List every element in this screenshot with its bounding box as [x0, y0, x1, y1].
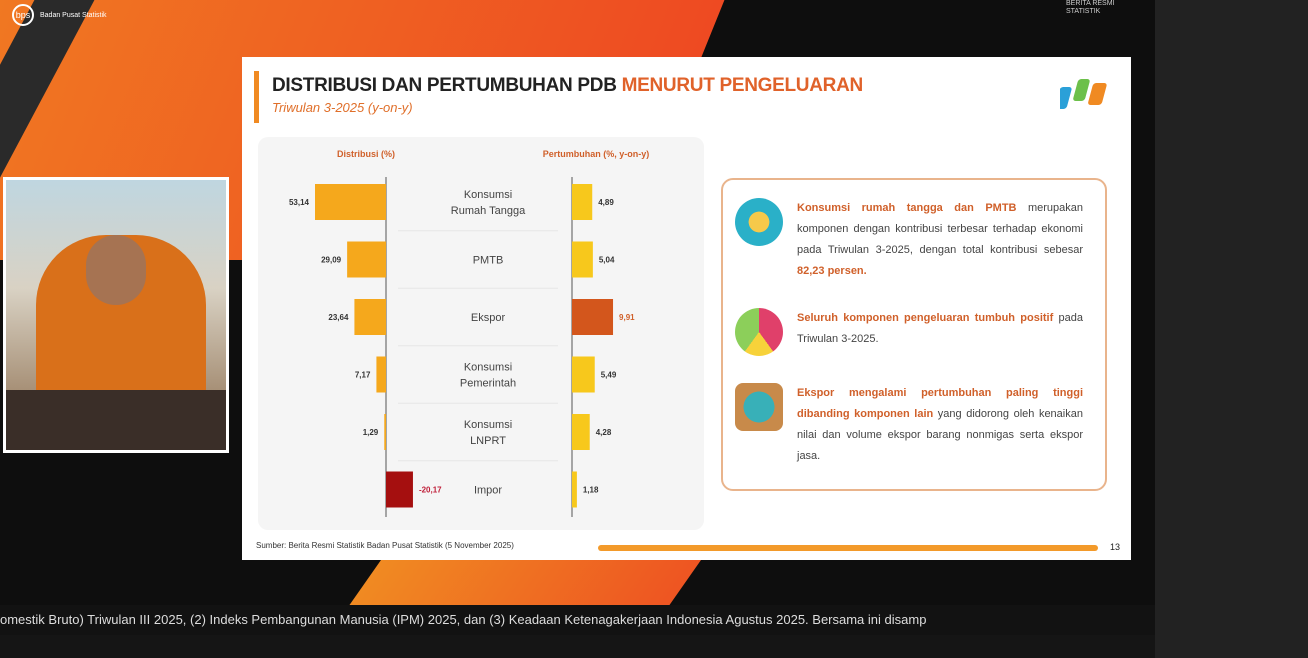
insight-text: Ekspor mengalami pertumbuhan paling ting…: [797, 383, 1083, 467]
bps-logo-icon: [1060, 79, 1107, 109]
growth-value-label: 5,04: [599, 256, 615, 265]
growth-value-label: 9,91: [619, 313, 635, 322]
insight-item: Konsumsi rumah tangga dan PMTB merupakan…: [735, 198, 1083, 282]
distribution-value-label: 53,14: [289, 198, 310, 207]
distribution-bar: [347, 241, 386, 278]
category-label: Rumah Tangga: [451, 205, 526, 217]
insight-highlight: Seluruh komponen pengeluaran tumbuh posi…: [797, 312, 1054, 324]
growth-value-label: 1,18: [583, 486, 599, 495]
insight-body: yang didorong oleh kenaikan nilai dan vo…: [797, 408, 1083, 462]
speaker-head: [86, 235, 146, 305]
household-consumption-icon: [735, 198, 783, 246]
category-label: Konsumsi: [464, 362, 512, 374]
distribution-bar: [384, 414, 386, 450]
slide-subtitle: Triwulan 3-2025 (y-on-y): [272, 100, 413, 115]
bps-broadcast-logo: bps Badan Pusat Statistik: [12, 4, 107, 26]
news-ticker: omestik Bruto) Triwulan III 2025, (2) In…: [0, 605, 1155, 635]
insight-highlight: Konsumsi rumah tangga dan PMTB: [797, 202, 1017, 214]
title-accent-bar: [254, 71, 259, 123]
distribution-value-label: 1,29: [363, 428, 379, 437]
category-label: Pemerintah: [460, 378, 516, 390]
distribution-value-label: 7,17: [355, 371, 371, 380]
distribution-value-label: 23,64: [328, 313, 349, 322]
presentation-slide: DISTRIBUSI DAN PERTUMBUHAN PDB MENURUT P…: [242, 57, 1131, 560]
growth-bar: [572, 241, 593, 278]
insight-highlight: Ekspor mengalami pertumbuhan paling ting…: [797, 387, 1083, 420]
insight-body: merupakan komponen dengan kontribusi ter…: [797, 202, 1083, 256]
chart-panel: Distribusi (%) Pertumbuhan (%, y-on-y) Kon…: [258, 137, 704, 530]
export-globe-icon: [735, 383, 783, 431]
growth-value-label: 5,49: [601, 371, 617, 380]
growth-bar: [572, 471, 577, 508]
category-label: PMTB: [473, 255, 504, 267]
insight-item: Seluruh komponen pengeluaran tumbuh posi…: [735, 308, 1083, 356]
growth-bar: [572, 184, 593, 220]
growth-bar: [572, 414, 590, 450]
distribution-bar: [315, 184, 386, 220]
category-label: Konsumsi: [464, 189, 512, 201]
brs-corner-logo: BERITA RESMI STATISTIK: [1066, 0, 1115, 15]
side-panel: [1155, 0, 1308, 658]
title-main: DISTRIBUSI DAN PERTUMBUHAN PDB: [272, 75, 622, 96]
insight-item: Ekspor mengalami pertumbuhan paling ting…: [735, 383, 1083, 467]
gdp-chart: Distribusi (%) Pertumbuhan (%, y-on-y) Kon…: [289, 149, 650, 517]
growth-bar: [572, 356, 595, 393]
insight-body: pada Triwulan 3-2025.: [797, 312, 1083, 345]
desk: [6, 390, 226, 450]
org-name: Badan Pusat Statistik: [40, 11, 107, 19]
category-label: Impor: [474, 485, 502, 497]
page-number: 13: [1110, 542, 1121, 552]
title-accent: MENURUT PENGELUARAN: [621, 75, 864, 96]
growth-bar: [572, 299, 614, 335]
distribution-bar: [354, 299, 386, 335]
category-label: LNPRT: [470, 435, 506, 447]
series-label-growth: Pertumbuhan (%, y-on-y): [543, 149, 650, 159]
category-label: Ekspor: [471, 312, 506, 324]
insight-highlight: 82,23 persen.: [797, 265, 867, 277]
series-label-distribution: Distribusi (%): [337, 149, 395, 159]
pie-growth-icon: [735, 308, 783, 356]
source-note: Sumber: Berita Resmi Statistik Badan Pus…: [256, 541, 514, 550]
insight-text: Konsumsi rumah tangga dan PMTB merupakan…: [797, 198, 1083, 282]
slide-title: DISTRIBUSI DAN PERTUMBUHAN PDB MENURUT P…: [272, 75, 863, 97]
distribution-value-label: -20,17: [419, 486, 442, 495]
insight-text: Seluruh komponen pengeluaran tumbuh posi…: [797, 308, 1083, 356]
broadcast-stage: bps Badan Pusat Statistik BERITA RESMI ST…: [0, 0, 1155, 635]
growth-value-label: 4,89: [598, 198, 614, 207]
footer-bar: [598, 545, 1098, 551]
distribution-value-label: 29,09: [321, 256, 342, 265]
distribution-bar: [386, 471, 413, 508]
distribution-bar: [376, 356, 386, 393]
category-label: Konsumsi: [464, 419, 512, 431]
growth-value-label: 4,28: [596, 428, 612, 437]
speaker-webcam: [3, 177, 229, 453]
insight-box: Konsumsi rumah tangga dan PMTB merupakan…: [721, 178, 1107, 491]
